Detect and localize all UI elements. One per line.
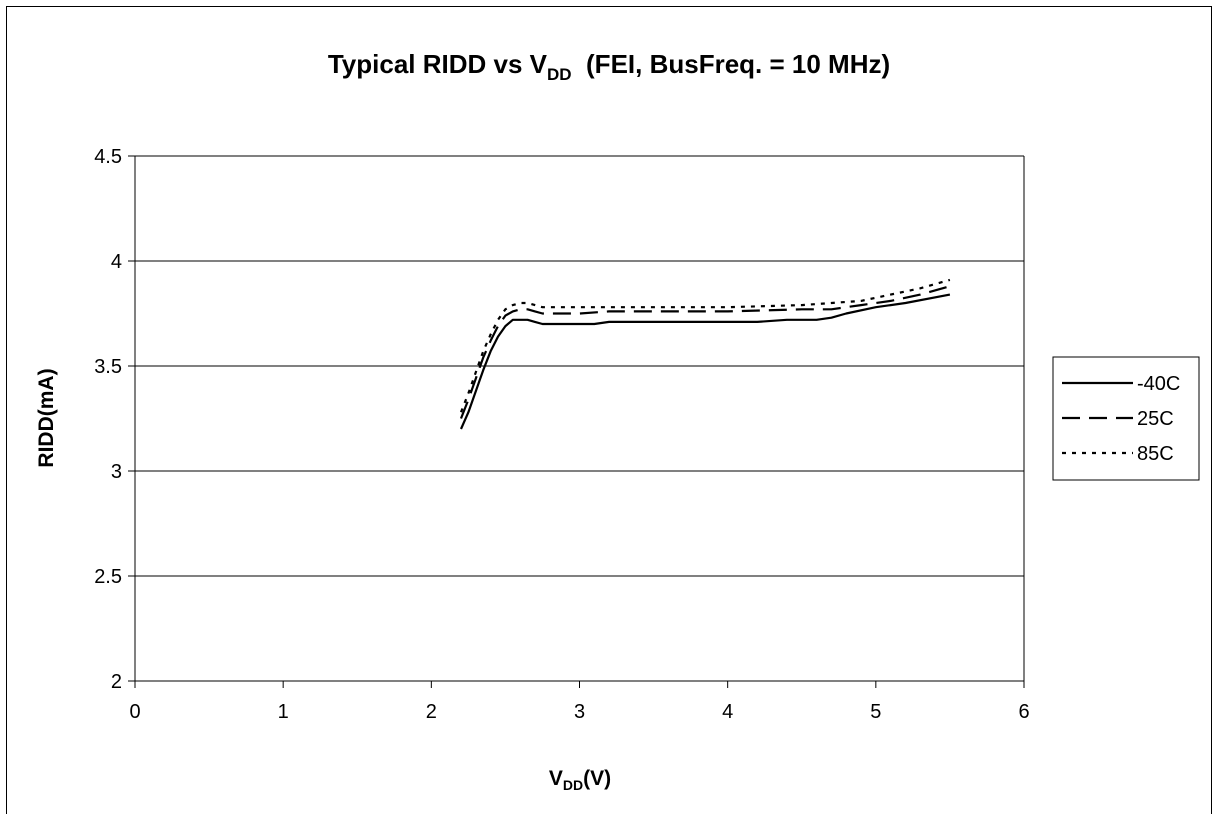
- grid-layer: [135, 155, 1024, 577]
- series-line-85C: [459, 278, 951, 413]
- x-tick-label: 1: [278, 701, 289, 723]
- y-tick-label: 3: [111, 461, 122, 483]
- legend-items: -40C 25C 85C: [1062, 373, 1180, 465]
- x-tick-label: 6: [1018, 701, 1029, 723]
- x-tick-label: 4: [722, 701, 733, 723]
- legend: -40C 25C 85C: [1052, 356, 1200, 481]
- chart-title-main: Typical RIDD vs V: [328, 49, 548, 79]
- legend-label: 85C: [1137, 443, 1174, 465]
- series-line-40C: [459, 293, 951, 430]
- y-tick-label: 4: [111, 251, 122, 273]
- series-layer: [459, 278, 951, 430]
- x-axis-title-suffix: (V): [583, 767, 611, 790]
- x-tick-label: 3: [574, 701, 585, 723]
- x-tick-label: 0: [129, 701, 140, 723]
- x-tick-label: 2: [426, 701, 437, 723]
- x-axis-title-sub: DD: [563, 777, 583, 793]
- series-line-25C: [459, 285, 951, 419]
- y-tick-label: 4.5: [94, 146, 122, 168]
- y-axis-title: RIDD(mA): [35, 368, 58, 467]
- chart-title-suffix: (FEI, BusFreq. = 10 MHz): [572, 49, 891, 79]
- y-tick-label: 2.5: [94, 566, 122, 588]
- x-axis-title-main: V: [549, 767, 563, 790]
- x-axis-title: VDD(V): [549, 767, 611, 793]
- axis-layer: 2 2.5 3 3.5 4 4.5 0 1 2 3 4 5 6: [94, 146, 1029, 723]
- chart-title: Typical RIDD vs VDD (FEI, BusFreq. = 10 …: [328, 49, 890, 84]
- chart-title-sub: DD: [547, 65, 572, 84]
- legend-label: -40C: [1137, 373, 1180, 395]
- y-tick-label: 3.5: [94, 356, 122, 378]
- y-tick-label: 2: [111, 671, 122, 693]
- x-tick-label: 5: [870, 701, 881, 723]
- legend-label: 25C: [1137, 408, 1174, 430]
